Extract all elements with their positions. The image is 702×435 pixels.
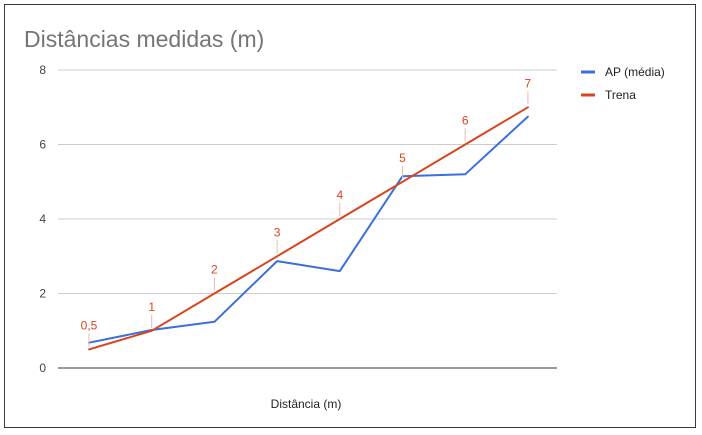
data-label: 1 — [148, 300, 155, 314]
y-axis-ticks: 0 2 4 6 8 — [39, 63, 46, 375]
series-line-1 — [88, 106, 529, 351]
y-tick-label: 4 — [39, 212, 46, 226]
gridlines — [58, 69, 557, 369]
chart-title: Distâncias medidas (m) — [24, 26, 264, 52]
data-label: 2 — [211, 263, 218, 277]
data-labels: 0,5 1 2 3 4 5 6 7 — [81, 76, 532, 347]
data-label: 6 — [462, 114, 469, 128]
y-tick-label: 0 — [39, 361, 46, 375]
y-tick-label: 8 — [39, 63, 46, 77]
data-label: 5 — [399, 151, 406, 165]
legend-label: Trena — [605, 88, 636, 102]
y-tick-label: 6 — [39, 138, 46, 152]
data-label: 0,5 — [81, 318, 98, 332]
x-axis-label: Distância (m) — [271, 397, 342, 411]
legend: AP (média) Trena — [581, 65, 665, 102]
data-label: 7 — [525, 76, 532, 90]
chart-frame — [4, 4, 696, 428]
data-label: 4 — [336, 188, 343, 202]
series-line-0 — [88, 115, 529, 344]
y-tick-label: 2 — [39, 287, 46, 301]
data-label: 3 — [274, 225, 281, 239]
legend-label: AP (média) — [605, 65, 665, 79]
series-lines — [88, 106, 529, 351]
